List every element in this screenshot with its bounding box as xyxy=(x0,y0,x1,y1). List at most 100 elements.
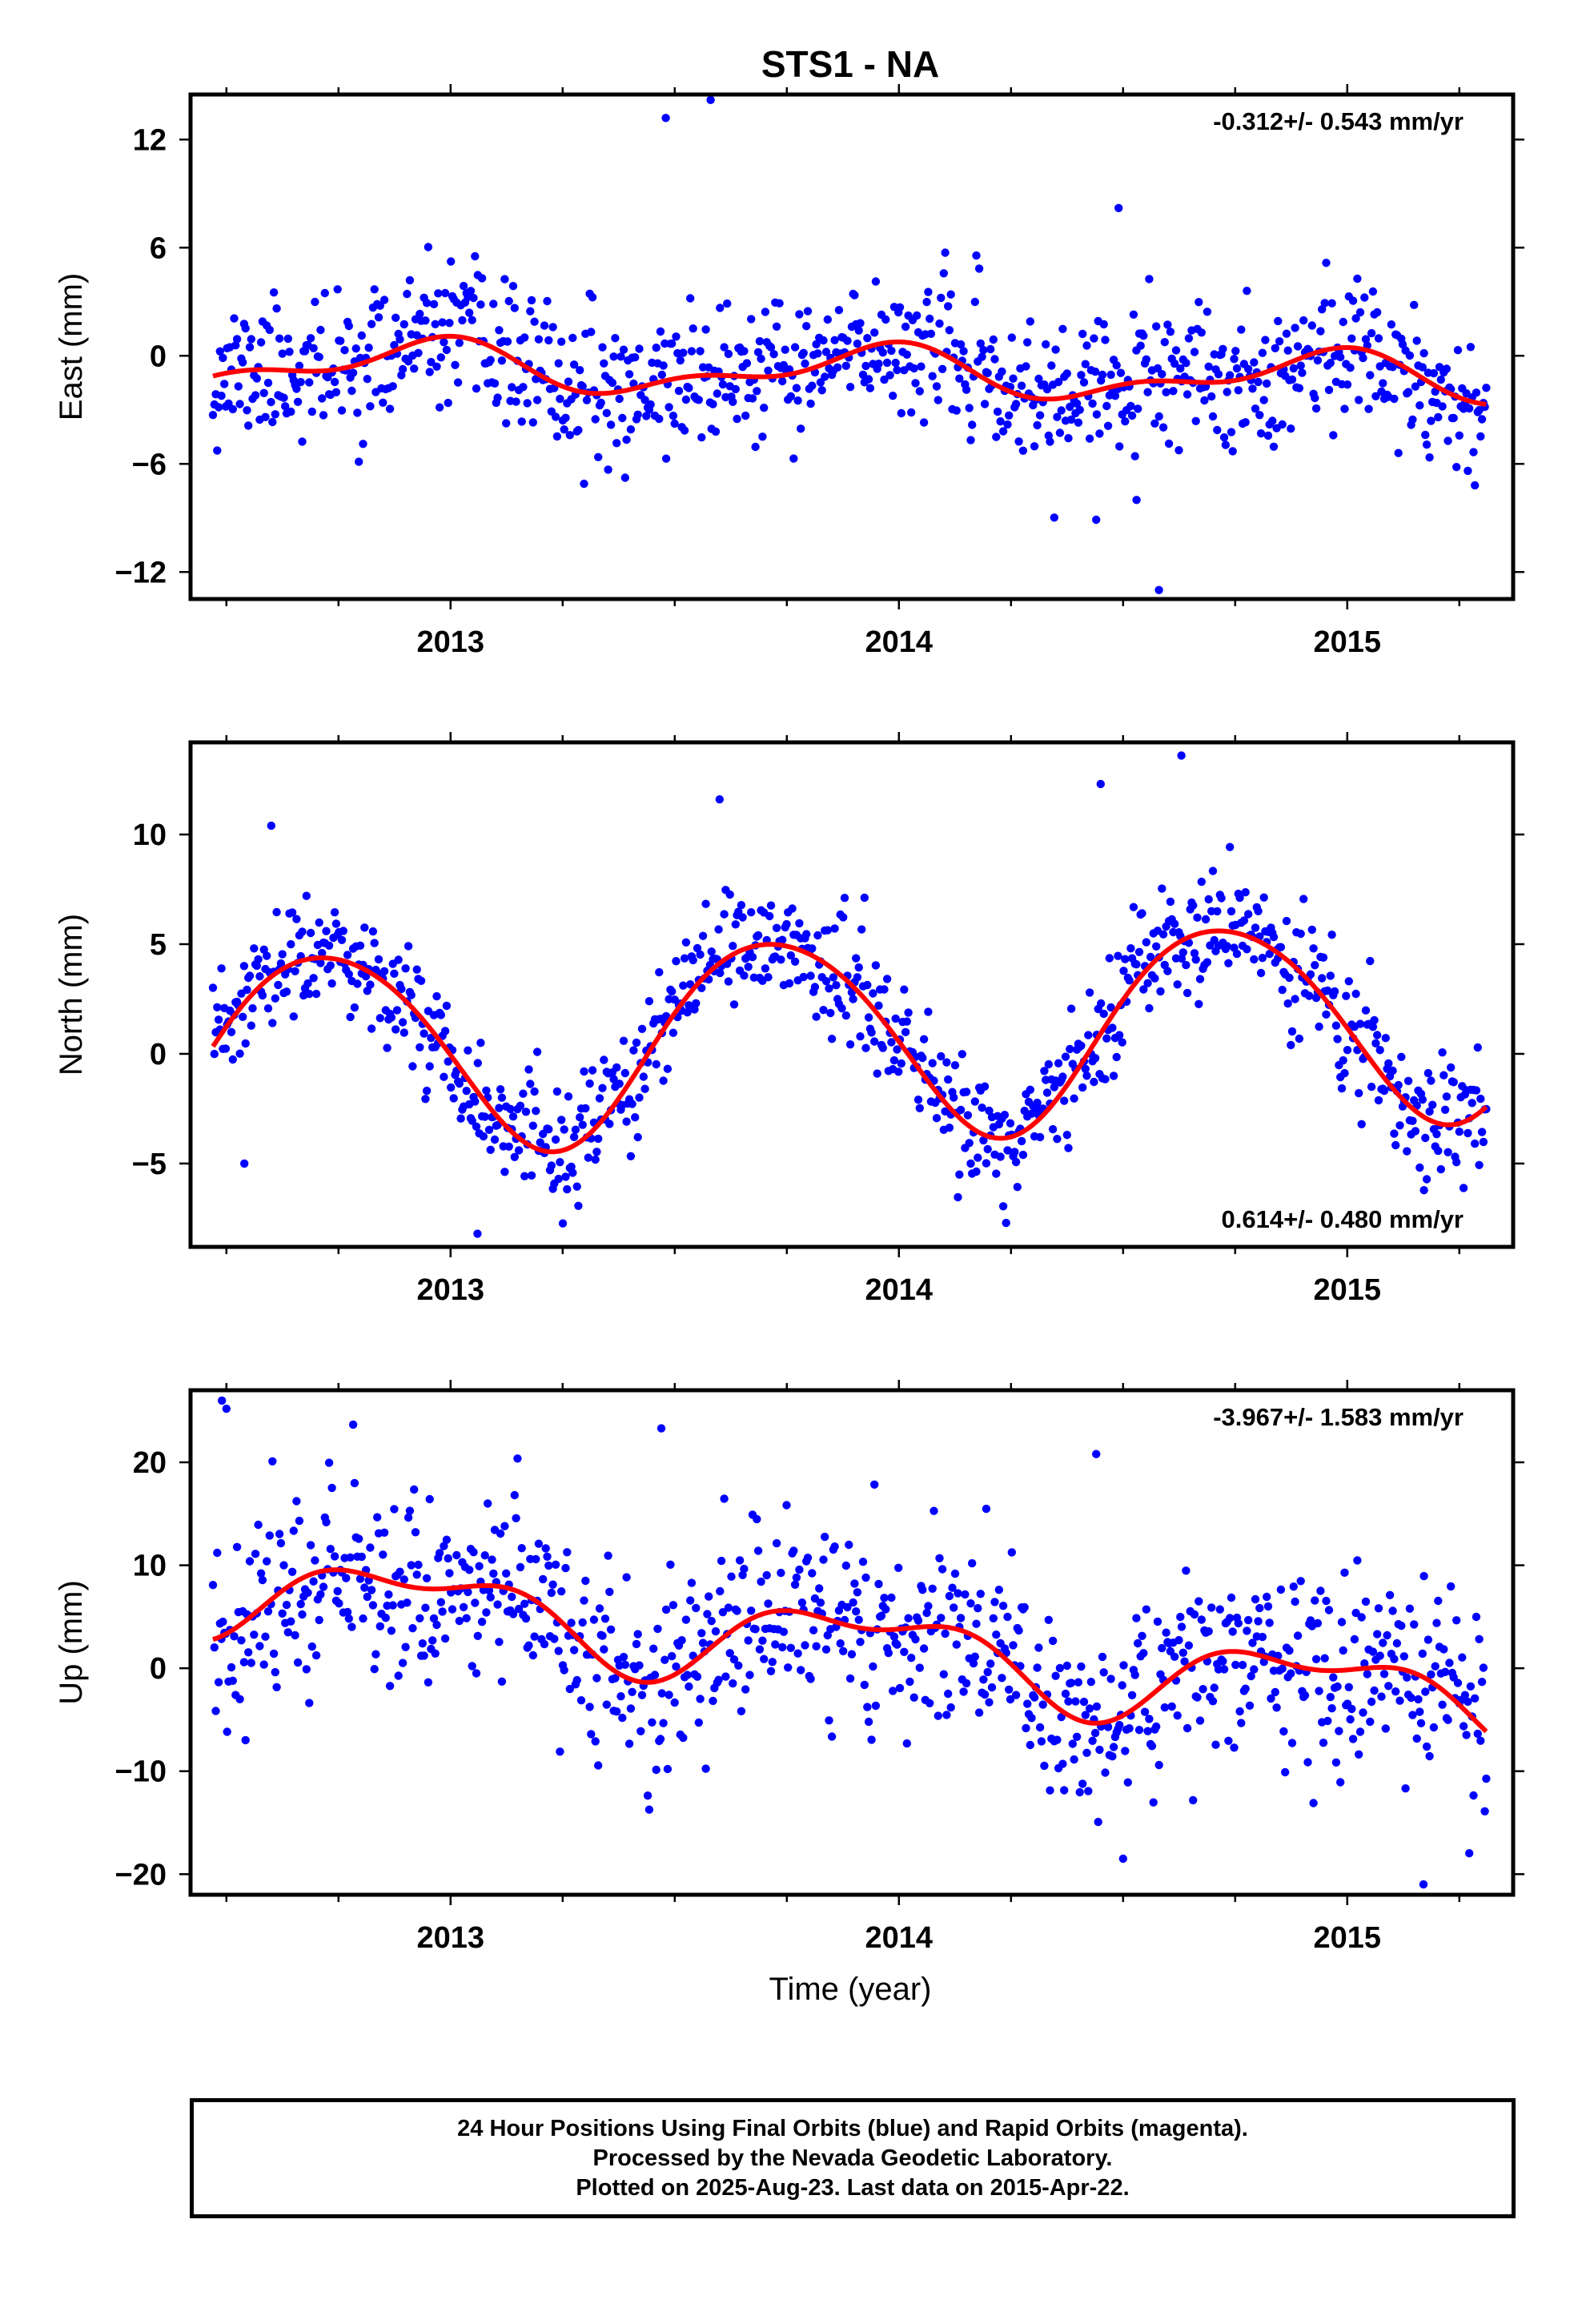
outlier-point xyxy=(661,114,670,123)
data-point xyxy=(254,1520,263,1530)
data-point xyxy=(1388,363,1397,372)
data-point xyxy=(1258,1632,1267,1642)
data-point xyxy=(605,1120,614,1128)
data-point xyxy=(432,1620,441,1630)
data-point xyxy=(870,328,879,337)
data-point xyxy=(894,1068,903,1076)
data-point xyxy=(946,1703,955,1712)
data-point xyxy=(580,1596,588,1605)
data-point xyxy=(637,1024,647,1034)
data-point xyxy=(1035,411,1045,420)
data-point xyxy=(1359,1708,1367,1717)
data-point xyxy=(1422,440,1431,449)
data-point xyxy=(860,1680,869,1690)
data-point xyxy=(1195,1716,1205,1725)
data-point xyxy=(473,1631,482,1640)
data-point xyxy=(1078,1083,1087,1092)
data-point xyxy=(989,335,998,344)
data-point xyxy=(1197,1615,1207,1624)
data-point xyxy=(697,433,706,442)
data-point xyxy=(1268,416,1277,425)
data-point xyxy=(1149,1798,1158,1807)
data-point xyxy=(387,1013,396,1022)
data-point xyxy=(1245,1701,1255,1710)
data-point xyxy=(1193,1693,1202,1702)
data-point xyxy=(462,1614,471,1622)
data-point xyxy=(1269,932,1279,942)
data-point xyxy=(469,1548,478,1557)
data-point xyxy=(1195,1597,1203,1606)
data-point xyxy=(815,1584,824,1593)
data-point xyxy=(659,1719,668,1727)
data-point xyxy=(600,1055,608,1064)
data-point xyxy=(1142,938,1151,947)
data-point xyxy=(819,1555,828,1564)
data-point xyxy=(1079,378,1089,387)
data-point xyxy=(674,386,684,396)
data-point xyxy=(779,1627,789,1636)
data-point xyxy=(493,1600,502,1609)
data-point xyxy=(422,1574,432,1583)
data-point xyxy=(1154,412,1163,421)
data-point xyxy=(408,1624,417,1633)
outlier-point xyxy=(1419,1880,1428,1889)
x-tick-label: 2014 xyxy=(865,1921,934,1955)
data-point xyxy=(1282,329,1291,338)
data-point xyxy=(659,361,668,370)
data-point xyxy=(656,1735,665,1743)
data-point xyxy=(998,427,1008,436)
data-point xyxy=(1210,1683,1219,1692)
data-point xyxy=(672,332,681,341)
data-point xyxy=(1373,308,1382,317)
data-point xyxy=(412,965,421,974)
data-point xyxy=(1010,1148,1019,1156)
data-point xyxy=(371,1650,380,1659)
data-point xyxy=(357,1552,366,1562)
data-point xyxy=(1438,402,1447,411)
data-point xyxy=(255,972,264,981)
data-point xyxy=(670,419,679,428)
data-point xyxy=(693,1672,702,1681)
data-point xyxy=(1379,1086,1389,1096)
data-point xyxy=(1226,1614,1235,1622)
data-point xyxy=(1101,1075,1110,1084)
data-point xyxy=(1098,1652,1107,1662)
data-point xyxy=(219,353,227,363)
data-point xyxy=(711,427,721,436)
data-point xyxy=(913,1616,923,1625)
data-point xyxy=(348,368,358,377)
data-point xyxy=(440,338,448,347)
data-point xyxy=(766,1667,776,1675)
data-point xyxy=(612,439,621,448)
data-point xyxy=(576,366,584,375)
data-point xyxy=(337,935,347,945)
data-point xyxy=(718,1608,728,1617)
data-point xyxy=(655,967,664,977)
data-point xyxy=(968,1558,977,1568)
data-point xyxy=(1075,1787,1084,1797)
data-point xyxy=(889,1687,897,1695)
data-point xyxy=(1347,334,1356,343)
data-point xyxy=(311,1651,321,1660)
data-point xyxy=(716,304,725,312)
data-point xyxy=(786,392,795,401)
data-point xyxy=(291,1630,299,1640)
data-point xyxy=(889,1055,899,1065)
data-point xyxy=(366,1543,375,1552)
data-point xyxy=(1360,293,1369,302)
data-point xyxy=(672,1662,681,1671)
data-point xyxy=(477,1618,487,1626)
data-point xyxy=(1374,1604,1383,1613)
data-point xyxy=(1340,404,1349,413)
data-point xyxy=(366,402,375,411)
data-point xyxy=(261,412,270,421)
data-point xyxy=(276,959,286,968)
data-point xyxy=(1221,440,1231,449)
data-point xyxy=(223,1727,231,1736)
data-point xyxy=(797,424,805,433)
data-point xyxy=(363,1592,371,1602)
data-point xyxy=(434,289,443,298)
data-point xyxy=(1197,877,1207,887)
data-point xyxy=(1408,1116,1417,1125)
data-point xyxy=(213,446,222,455)
